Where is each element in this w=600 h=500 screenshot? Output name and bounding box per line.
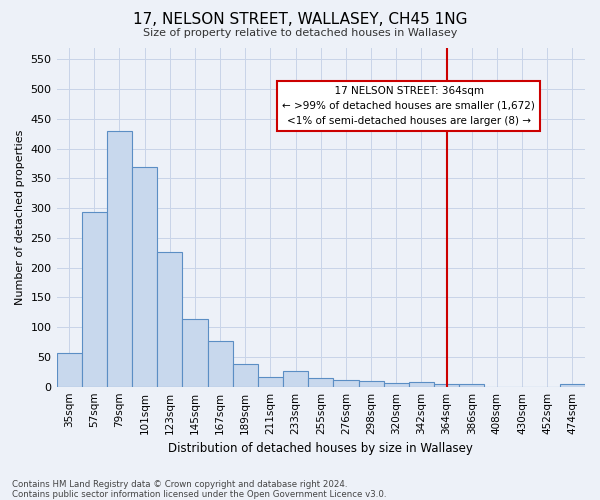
Bar	[409, 382, 434, 386]
Y-axis label: Number of detached properties: Number of detached properties	[15, 130, 25, 305]
Bar	[383, 382, 409, 386]
Bar	[283, 370, 308, 386]
Text: Contains HM Land Registry data © Crown copyright and database right 2024.: Contains HM Land Registry data © Crown c…	[12, 480, 347, 489]
Bar	[132, 166, 157, 386]
Bar	[157, 252, 182, 386]
Bar	[56, 353, 82, 386]
Bar	[82, 212, 107, 386]
Text: Contains public sector information licensed under the Open Government Licence v3: Contains public sector information licen…	[12, 490, 386, 499]
Bar	[359, 380, 383, 386]
X-axis label: Distribution of detached houses by size in Wallasey: Distribution of detached houses by size …	[169, 442, 473, 455]
Bar	[308, 378, 334, 386]
Bar	[258, 376, 283, 386]
Bar	[434, 384, 459, 386]
Bar	[233, 364, 258, 386]
Bar	[182, 320, 208, 386]
Text: 17, NELSON STREET, WALLASEY, CH45 1NG: 17, NELSON STREET, WALLASEY, CH45 1NG	[133, 12, 467, 28]
Bar	[334, 380, 359, 386]
Bar	[459, 384, 484, 386]
Bar	[208, 342, 233, 386]
Bar	[107, 131, 132, 386]
Bar	[560, 384, 585, 386]
Text: 17 NELSON STREET: 364sqm  
← >99% of detached houses are smaller (1,672)
<1% of : 17 NELSON STREET: 364sqm ← >99% of detac…	[283, 86, 535, 126]
Text: Size of property relative to detached houses in Wallasey: Size of property relative to detached ho…	[143, 28, 457, 38]
